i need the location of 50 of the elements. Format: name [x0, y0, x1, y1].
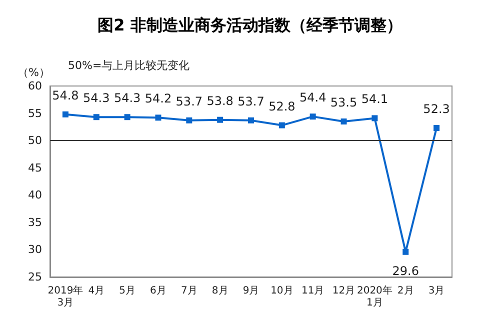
y-axis-title: （%） [18, 66, 50, 79]
point [124, 114, 130, 120]
point [340, 118, 347, 124]
point [372, 115, 378, 122]
data-label: 54.8 [52, 88, 79, 102]
point [434, 125, 440, 132]
data-label: 53.7 [176, 94, 203, 108]
data-label: 54.2 [144, 92, 172, 106]
data-label: 54.4 [299, 90, 326, 105]
x-tick-label: 7月 [180, 286, 198, 296]
x-tick-label: 2020年 1月 [356, 284, 392, 308]
y-tick-label: 55 [28, 106, 42, 120]
y-tick-label: 50 [28, 134, 42, 148]
x-tick-label: 4月 [88, 286, 105, 296]
y-tick-label: 40 [28, 188, 42, 202]
x-tick-label: 10月 [270, 286, 294, 296]
point [93, 114, 100, 120]
x-tick-label: 11月 [301, 286, 324, 296]
data-label: 53.5 [330, 95, 358, 110]
data-label: 29.6 [392, 264, 419, 278]
data-label: 53.7 [238, 94, 264, 108]
data-label: 54.3 [114, 91, 141, 106]
x-tick-label: 2019年 3月 [48, 284, 84, 308]
x-tick-label: 8月 [212, 286, 228, 296]
x-tick-label: 12月 [332, 286, 356, 296]
text: 50%=与上月比较无变化 [68, 59, 190, 72]
data-label: 53.8 [206, 94, 234, 108]
y-tick-label: 45 [28, 161, 42, 174]
point [278, 122, 285, 128]
y-tick-label: 30 [28, 243, 42, 256]
point [310, 114, 316, 120]
y-tick-label: 35 [28, 216, 42, 229]
data-label: 52.3 [423, 102, 450, 116]
data-label: 52.8 [268, 99, 296, 114]
y-tick-label: 60 [28, 80, 42, 92]
x-tick-label: 9月 [242, 286, 260, 296]
x-tick-label: 6月 [150, 286, 166, 296]
point [217, 116, 224, 123]
chart-title: 图2 非制造业商务活动指数（经季节调整） [98, 16, 402, 34]
x-tick-label: 2月 [397, 286, 414, 296]
point [155, 114, 162, 121]
x-tick-label: 3月 [428, 286, 445, 296]
x-tick-label: 5月 [119, 286, 136, 296]
y-tick-label: 25 [28, 270, 42, 284]
data-label: 54.1 [361, 92, 388, 106]
point [402, 248, 409, 255]
data-label: 54.3 [83, 91, 110, 106]
point [248, 117, 254, 124]
point [62, 111, 68, 118]
point [186, 117, 192, 124]
